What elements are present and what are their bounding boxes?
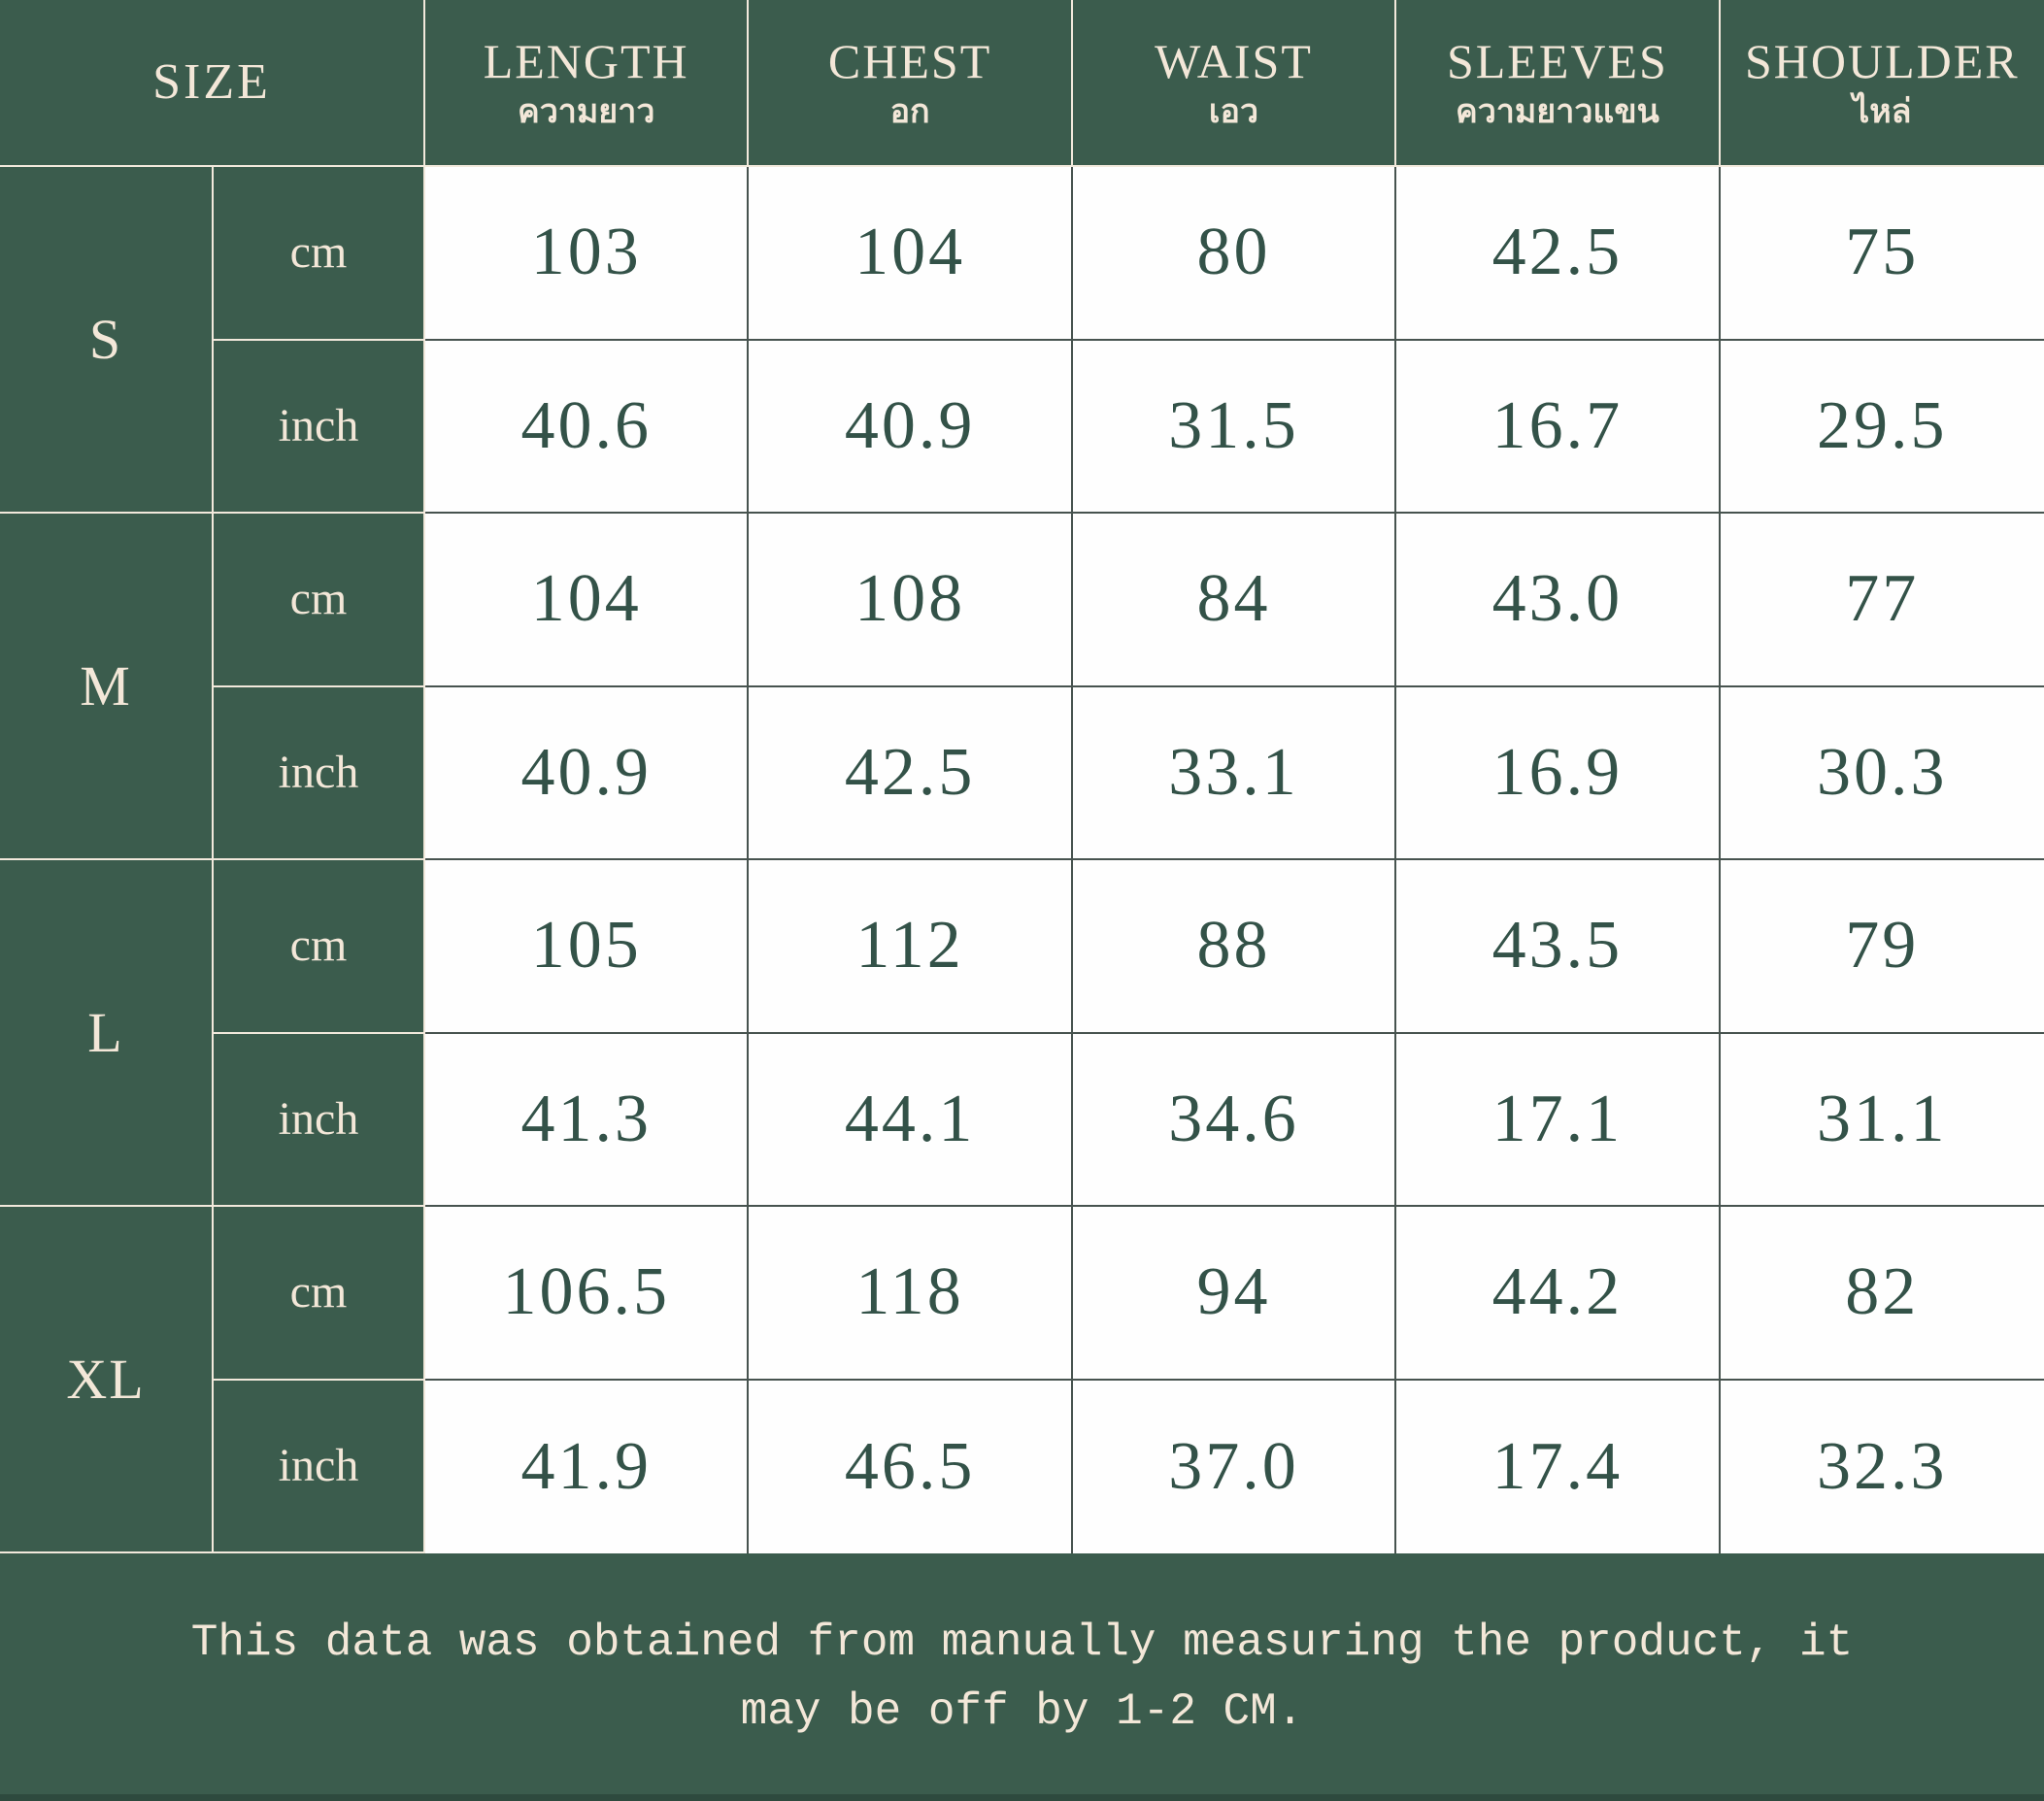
- header-waist: WAIST เอว: [1072, 0, 1397, 167]
- measurement-note-line2: may be off by 1-2 CM.: [740, 1685, 1304, 1737]
- value-cell: 77: [1720, 514, 2044, 687]
- header-size: SIZE: [0, 0, 425, 167]
- measurement-note: This data was obtained from manually mea…: [0, 1553, 2044, 1801]
- value-cell: 79: [1720, 860, 2044, 1034]
- value-cell: 104: [425, 514, 750, 687]
- header-waist-th: เอว: [1208, 93, 1259, 130]
- value-cell: 43.0: [1396, 514, 1721, 687]
- measurement-note-line1: This data was obtained from manually mea…: [190, 1617, 1854, 1668]
- value-cell: 84: [1072, 514, 1397, 687]
- header-shoulder-th: ไหล่: [1853, 93, 1912, 130]
- value-cell: 80: [1072, 167, 1397, 341]
- unit-label-cm: cm: [214, 1207, 425, 1381]
- value-cell: 82: [1720, 1207, 2044, 1381]
- value-cell: 118: [749, 1207, 1073, 1381]
- value-cell: 105: [425, 860, 750, 1034]
- value-cell: 40.6: [425, 340, 750, 514]
- value-cell: 30.3: [1720, 686, 2044, 860]
- value-cell: 29.5: [1720, 340, 2044, 514]
- value-cell: 34.6: [1072, 1033, 1397, 1207]
- header-waist-en: WAIST: [1155, 34, 1313, 88]
- value-cell: 37.0: [1072, 1380, 1397, 1553]
- unit-label-cm: cm: [214, 514, 425, 687]
- header-sleeves-th: ความยาวแขน: [1455, 93, 1659, 130]
- value-cell: 42.5: [749, 686, 1073, 860]
- header-length-th: ความยาว: [517, 93, 655, 130]
- value-cell: 17.1: [1396, 1033, 1721, 1207]
- header-chest-en: CHEST: [827, 34, 992, 88]
- header-sleeves: SLEEVES ความยาวแขน: [1396, 0, 1721, 167]
- value-cell: 44.2: [1396, 1207, 1721, 1381]
- value-cell: 103: [425, 167, 750, 341]
- value-cell: 40.9: [425, 686, 750, 860]
- value-cell: 43.5: [1396, 860, 1721, 1034]
- unit-label-cm: cm: [214, 860, 425, 1034]
- header-shoulder: SHOULDER ไหล่: [1720, 0, 2044, 167]
- value-cell: 106.5: [425, 1207, 750, 1381]
- value-cell: 33.1: [1072, 686, 1397, 860]
- size-label-xl: XL: [0, 1207, 214, 1553]
- unit-label-inch: inch: [214, 686, 425, 860]
- value-cell: 41.3: [425, 1033, 750, 1207]
- unit-label-cm: cm: [214, 167, 425, 341]
- size-chart-table: SIZE LENGTH ความยาว CHEST อก WAIST เอว S…: [0, 0, 2044, 1553]
- value-cell: 46.5: [749, 1380, 1073, 1553]
- value-cell: 42.5: [1396, 167, 1721, 341]
- value-cell: 16.7: [1396, 340, 1721, 514]
- value-cell: 75: [1720, 167, 2044, 341]
- size-label-l: L: [0, 860, 214, 1207]
- bottom-edge-band: [0, 1794, 2044, 1801]
- value-cell: 32.3: [1720, 1380, 2044, 1553]
- value-cell: 31.1: [1720, 1033, 2044, 1207]
- header-chest-th: อก: [889, 93, 930, 130]
- unit-label-inch: inch: [214, 1033, 425, 1207]
- unit-label-inch: inch: [214, 1380, 425, 1553]
- header-chest: CHEST อก: [749, 0, 1073, 167]
- value-cell: 104: [749, 167, 1073, 341]
- header-shoulder-en: SHOULDER: [1744, 34, 2020, 88]
- value-cell: 17.4: [1396, 1380, 1721, 1553]
- header-length-en: LENGTH: [483, 34, 689, 88]
- value-cell: 41.9: [425, 1380, 750, 1553]
- value-cell: 108: [749, 514, 1073, 687]
- header-length: LENGTH ความยาว: [425, 0, 750, 167]
- value-cell: 112: [749, 860, 1073, 1034]
- unit-label-inch: inch: [214, 340, 425, 514]
- value-cell: 40.9: [749, 340, 1073, 514]
- value-cell: 44.1: [749, 1033, 1073, 1207]
- header-sleeves-en: SLEEVES: [1446, 34, 1668, 88]
- size-label-s: S: [0, 167, 214, 514]
- value-cell: 94: [1072, 1207, 1397, 1381]
- size-label-m: M: [0, 514, 214, 860]
- value-cell: 88: [1072, 860, 1397, 1034]
- value-cell: 31.5: [1072, 340, 1397, 514]
- value-cell: 16.9: [1396, 686, 1721, 860]
